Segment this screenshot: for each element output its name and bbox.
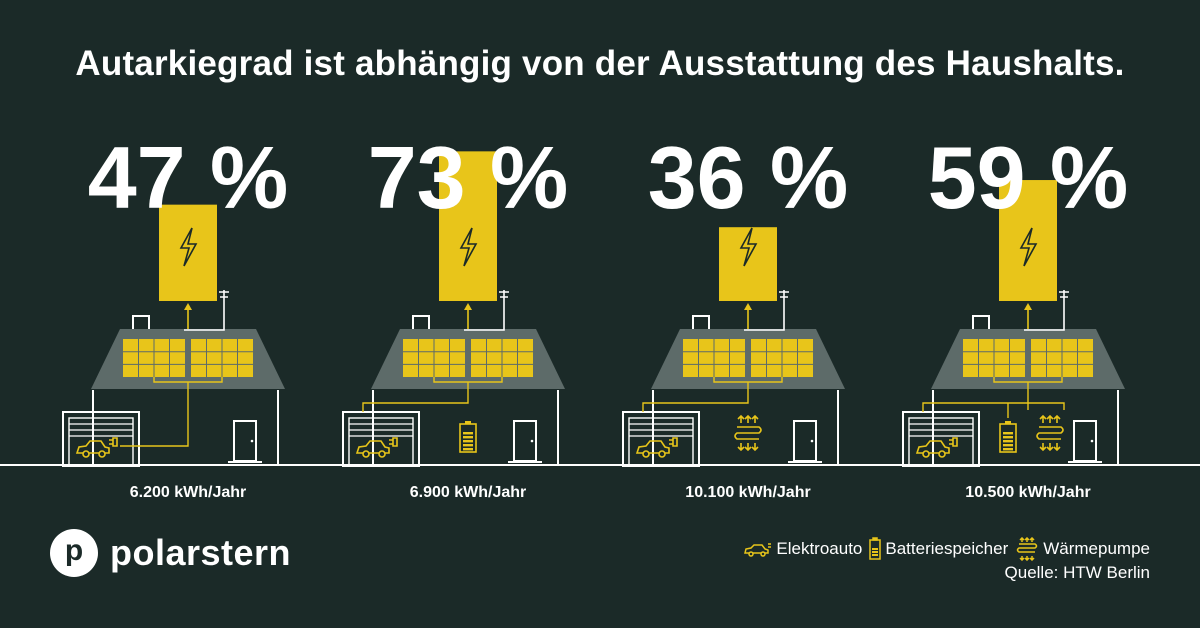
grid-connector <box>499 291 509 298</box>
car-icon <box>915 437 958 458</box>
heat-pump-icon <box>734 414 762 452</box>
car-wire <box>362 382 469 412</box>
brand-mark: p <box>50 529 98 577</box>
chimney <box>692 315 710 331</box>
brand-name: polarstern <box>110 532 292 573</box>
house-group: 36 % 10.100 kWh/Jahr <box>622 128 849 501</box>
roof <box>931 329 1125 389</box>
garage <box>62 411 140 467</box>
legend-label-heat-pump: Wärmepumpe <box>1043 539 1150 558</box>
car-icon <box>744 543 772 557</box>
solar-panel <box>963 339 1025 377</box>
solar-panel <box>403 339 465 377</box>
heat-pump-icon <box>1016 537 1038 561</box>
category-label: 10.500 kWh/Jahr <box>965 484 1090 501</box>
roof <box>91 329 285 389</box>
chart-title: Autarkiegrad ist abhängig von der Aussta… <box>75 44 1125 83</box>
car-icon <box>635 437 678 458</box>
door-knob <box>530 439 534 443</box>
garage <box>622 411 700 467</box>
flow-arrow-head <box>184 303 192 310</box>
lightning-icon <box>739 227 758 267</box>
house-group: 47 % 6.200 kWh/Jahr <box>62 128 289 501</box>
grid-connection <box>464 290 505 331</box>
solar-panel <box>751 339 813 377</box>
solar-panel <box>471 339 533 377</box>
value-bar <box>719 227 777 301</box>
house-group: 59 % 10.500 kWh/Jahr <box>902 128 1129 501</box>
battery-icon <box>459 421 477 453</box>
chimney <box>412 315 430 331</box>
flow-arrow-head <box>1024 303 1032 310</box>
solar-panel <box>1031 339 1093 377</box>
flow-arrow-head <box>464 303 472 310</box>
legend: Elektroauto Batteriespeicher Wärmepumpe <box>737 537 1150 561</box>
legend-item-battery: Batteriespeicher <box>868 537 1008 561</box>
grid-connector <box>779 291 789 298</box>
door-knob <box>250 439 254 443</box>
car-icon <box>355 437 398 458</box>
flow-arrow-head <box>744 303 752 310</box>
garage <box>902 411 980 467</box>
value-label: 47 % <box>88 128 289 227</box>
solar-panel <box>191 339 253 377</box>
car-wire <box>642 382 749 412</box>
legend-label-car: Elektroauto <box>776 539 863 558</box>
legend-item-car: Elektroauto <box>743 539 862 559</box>
car-icon <box>75 437 118 458</box>
category-label: 10.100 kWh/Jahr <box>685 484 810 501</box>
lightning-icon <box>179 227 198 267</box>
solar-panel <box>683 339 745 377</box>
car-wire <box>120 382 189 447</box>
house-wall <box>652 390 839 466</box>
source-note: Quelle: HTW Berlin <box>1004 563 1150 582</box>
house-group: 73 % 6.900 kWh/Jahr <box>342 128 569 501</box>
value-bar <box>439 151 497 301</box>
equipment-wire <box>1007 402 1065 418</box>
brand-logo: p polarstern <box>50 529 291 577</box>
legend-label-battery: Batteriespeicher <box>885 539 1009 558</box>
battery-icon <box>999 421 1017 453</box>
grid-connection <box>744 290 785 331</box>
grid-connector <box>219 291 229 298</box>
value-label: 36 % <box>648 128 849 227</box>
value-label: 73 % <box>368 128 569 227</box>
house-wall <box>92 390 279 466</box>
grid-connection <box>184 290 225 331</box>
heat-pump-icon <box>1036 414 1064 452</box>
garage <box>342 411 420 467</box>
value-label: 59 % <box>928 128 1129 227</box>
house-wall <box>932 390 1119 466</box>
category-label: 6.200 kWh/Jahr <box>130 484 247 501</box>
value-bar <box>999 180 1057 301</box>
grid-connection <box>1024 290 1065 331</box>
grid-connector <box>1059 291 1069 298</box>
house-wall <box>372 390 559 466</box>
legend-item-heat-pump: Wärmepumpe <box>1014 537 1150 561</box>
lightning-icon <box>459 227 478 267</box>
chimney <box>972 315 990 331</box>
car-wire <box>922 382 1029 412</box>
solar-panel <box>123 339 185 377</box>
roof <box>651 329 845 389</box>
roof <box>371 329 565 389</box>
door-knob <box>1090 439 1094 443</box>
door-knob <box>810 439 814 443</box>
chimney <box>132 315 150 331</box>
battery-icon <box>869 537 882 560</box>
lightning-icon <box>1019 227 1038 267</box>
category-label: 6.900 kWh/Jahr <box>410 484 527 501</box>
